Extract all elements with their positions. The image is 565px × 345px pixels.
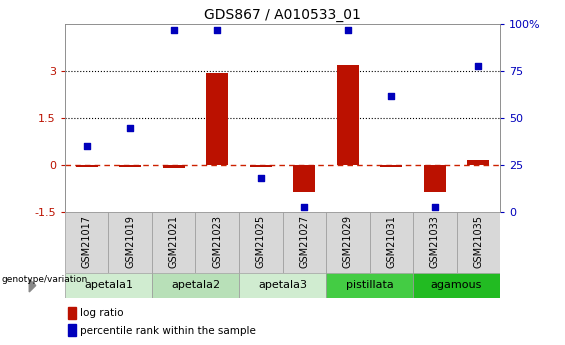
Point xyxy=(431,204,440,209)
Text: GSM21027: GSM21027 xyxy=(299,215,309,268)
Bar xyxy=(413,212,457,273)
Bar xyxy=(250,165,272,167)
Point xyxy=(170,27,179,32)
Text: agamous: agamous xyxy=(431,280,482,290)
Bar xyxy=(337,65,359,165)
Text: pistillata: pistillata xyxy=(346,280,393,290)
Bar xyxy=(293,165,315,192)
Text: GSM21023: GSM21023 xyxy=(212,215,222,268)
Bar xyxy=(108,212,152,273)
Title: GDS867 / A010533_01: GDS867 / A010533_01 xyxy=(204,8,361,22)
Bar xyxy=(457,212,500,273)
Text: percentile rank within the sample: percentile rank within the sample xyxy=(80,326,256,335)
Text: apetala1: apetala1 xyxy=(84,280,133,290)
Bar xyxy=(326,212,370,273)
Bar xyxy=(239,212,282,273)
Text: apetala3: apetala3 xyxy=(258,280,307,290)
Text: log ratio: log ratio xyxy=(80,308,124,318)
Bar xyxy=(326,273,413,298)
Point xyxy=(386,93,396,98)
Bar xyxy=(370,212,413,273)
Bar xyxy=(424,165,446,192)
Bar xyxy=(76,165,98,167)
Text: GSM21033: GSM21033 xyxy=(430,215,440,268)
Point xyxy=(82,144,92,149)
Point xyxy=(257,176,266,181)
Bar xyxy=(195,212,239,273)
Bar xyxy=(239,273,326,298)
Text: GSM21025: GSM21025 xyxy=(256,215,266,268)
Bar xyxy=(163,165,185,168)
Point xyxy=(126,125,135,130)
Bar xyxy=(68,307,76,319)
Polygon shape xyxy=(29,279,36,292)
Text: GSM21019: GSM21019 xyxy=(125,215,135,268)
Bar xyxy=(119,165,141,167)
Text: GSM21031: GSM21031 xyxy=(386,215,396,268)
Bar xyxy=(65,212,108,273)
Point xyxy=(299,204,308,209)
Point xyxy=(212,27,221,32)
Bar xyxy=(380,165,402,167)
Bar xyxy=(282,212,326,273)
Bar xyxy=(206,73,228,165)
Text: GSM21017: GSM21017 xyxy=(82,215,92,268)
Bar xyxy=(152,273,239,298)
Point xyxy=(473,63,483,68)
Bar xyxy=(68,324,76,336)
Text: apetala2: apetala2 xyxy=(171,280,220,290)
Text: GSM21021: GSM21021 xyxy=(169,215,179,268)
Bar xyxy=(65,273,152,298)
Text: GSM21035: GSM21035 xyxy=(473,215,483,268)
Bar xyxy=(413,273,500,298)
Text: genotype/variation: genotype/variation xyxy=(1,275,88,284)
Point xyxy=(343,27,353,32)
Text: GSM21029: GSM21029 xyxy=(343,215,353,268)
Bar xyxy=(152,212,195,273)
Bar xyxy=(467,159,489,165)
